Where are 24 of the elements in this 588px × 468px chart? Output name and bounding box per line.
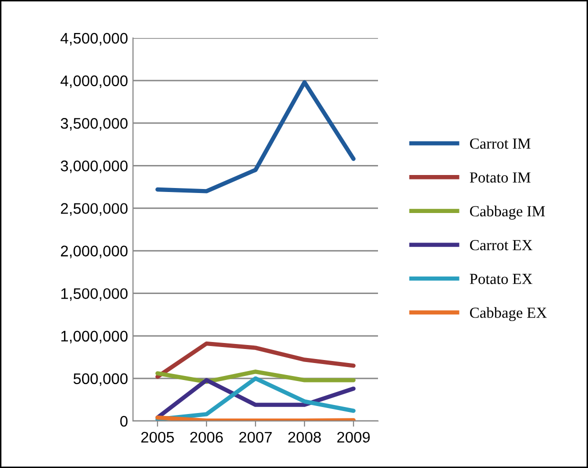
x-tick-label: 2005 bbox=[141, 432, 174, 443]
legend-label: Carrot IM bbox=[470, 138, 530, 149]
y-tick-label: 4,000,000 bbox=[60, 75, 128, 88]
legend-label: Carrot EX bbox=[470, 240, 532, 250]
line-series bbox=[155, 370, 356, 384]
y-tick-label: 4,500,000 bbox=[60, 32, 128, 46]
y-tick-label: 500,000 bbox=[74, 373, 128, 386]
line-series bbox=[155, 341, 356, 379]
x-tick-label: 2008 bbox=[288, 432, 321, 443]
x-tick-label: 2007 bbox=[239, 432, 272, 443]
legend-label: Potato EX bbox=[470, 274, 532, 284]
x-tick-label: 2009 bbox=[337, 432, 370, 443]
y-tick-label: 3,500,000 bbox=[60, 118, 128, 131]
legend-label: Cabbage IM bbox=[470, 206, 545, 220]
y-tick-label: 0 bbox=[120, 416, 128, 427]
legend-label: Cabbage EX bbox=[470, 307, 547, 322]
y-tick-label: 2,500,000 bbox=[60, 203, 128, 216]
x-tick-label: 2006 bbox=[190, 432, 223, 443]
line-series bbox=[155, 80, 356, 194]
y-tick-label: 3,000,000 bbox=[60, 160, 128, 174]
y-tick-label: 2,000,000 bbox=[60, 246, 128, 258]
legend-label: Potato IM bbox=[470, 172, 530, 183]
y-tick-label: 1,000,000 bbox=[61, 330, 128, 344]
y-tick-label: 1,500,000 bbox=[61, 288, 128, 301]
